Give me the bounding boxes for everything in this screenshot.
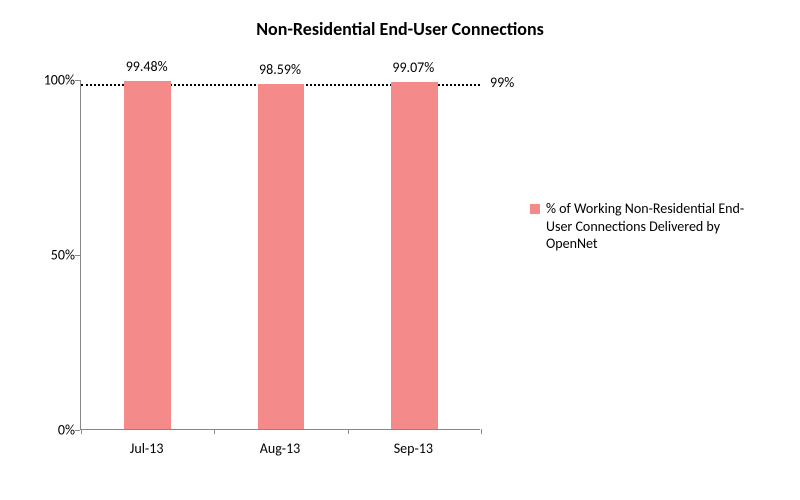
x-tick-label: Aug-13 bbox=[260, 440, 301, 457]
chart-title: Non-Residential End-User Connections bbox=[0, 18, 800, 40]
bar bbox=[124, 81, 171, 429]
bar bbox=[258, 84, 305, 429]
bar-value-label: 98.59% bbox=[259, 61, 301, 78]
y-tick-mark bbox=[75, 80, 80, 81]
threshold-label: 99% bbox=[490, 74, 514, 91]
y-tick-label: 100% bbox=[40, 72, 75, 89]
x-tick-label: Jul-13 bbox=[130, 440, 164, 457]
y-tick-label: 50% bbox=[40, 247, 75, 264]
bar bbox=[391, 82, 438, 429]
y-tick-mark bbox=[75, 430, 80, 431]
plot-area bbox=[80, 80, 480, 430]
legend-swatch bbox=[530, 204, 540, 214]
x-tick-label: Sep-13 bbox=[394, 440, 433, 457]
y-tick-mark bbox=[75, 255, 80, 256]
legend-text: % of Working Non-Residential End-User Co… bbox=[546, 200, 770, 253]
x-tick-mark bbox=[214, 429, 215, 434]
chart-container: Non-Residential End-User Connections 99%… bbox=[0, 0, 800, 500]
y-tick-label: 0% bbox=[40, 422, 75, 439]
bar-value-label: 99.48% bbox=[126, 58, 168, 75]
x-tick-mark bbox=[81, 429, 82, 434]
x-tick-mark bbox=[481, 429, 482, 434]
bar-value-label: 99.07% bbox=[392, 59, 434, 76]
x-tick-mark bbox=[348, 429, 349, 434]
legend: % of Working Non-Residential End-User Co… bbox=[530, 200, 770, 253]
